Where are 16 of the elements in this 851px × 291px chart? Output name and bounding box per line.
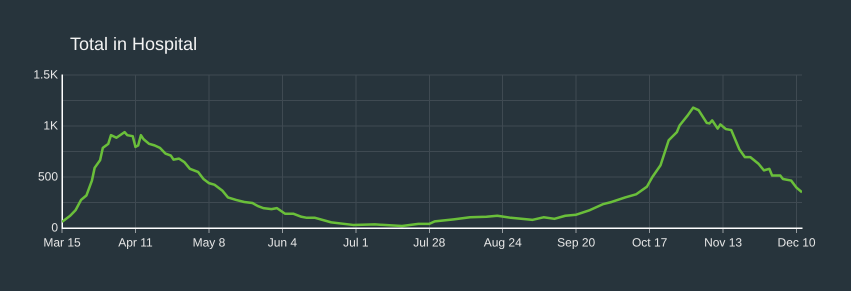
y-tick-label: 1K xyxy=(43,118,58,132)
x-tick-label: Sep 20 xyxy=(557,236,596,250)
x-tick-label: Mar 15 xyxy=(43,236,81,250)
x-tick-label: May 8 xyxy=(192,236,226,250)
x-tick-label: Dec 10 xyxy=(778,236,816,250)
x-tick-label: Nov 13 xyxy=(704,236,742,250)
chart-title: Total in Hospital xyxy=(70,34,198,55)
y-tick-label: 0 xyxy=(51,220,58,234)
x-tick-label: Aug 24 xyxy=(484,236,522,250)
x-tick-label: Oct 17 xyxy=(632,236,668,250)
x-tick-label: Apr 11 xyxy=(118,236,154,250)
x-tick-label: Jun 4 xyxy=(268,236,298,250)
x-tick-label: Jul 28 xyxy=(413,236,446,250)
y-tick-label: 1.5K xyxy=(33,67,58,82)
y-tick-label: 500 xyxy=(38,169,58,184)
x-tick-label: Jul 1 xyxy=(343,236,369,250)
